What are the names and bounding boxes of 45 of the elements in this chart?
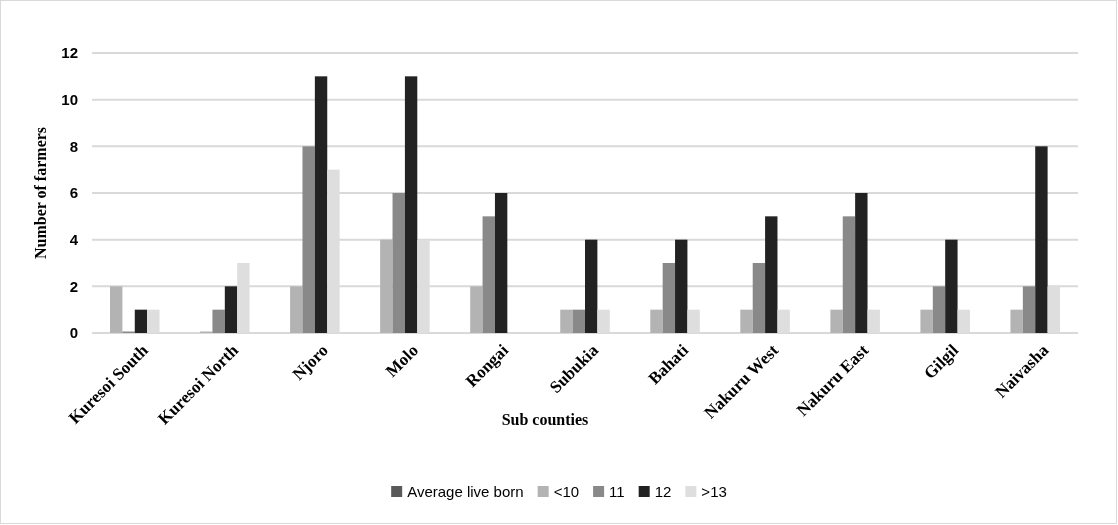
legend-label: <10 — [553, 483, 580, 500]
bar — [765, 216, 778, 333]
bar — [585, 239, 598, 333]
bar — [572, 309, 585, 333]
bar — [650, 309, 663, 333]
x-axis-title: Sub counties — [501, 411, 589, 428]
bar — [920, 309, 933, 333]
bar — [842, 216, 856, 333]
y-tick-label: 10 — [61, 90, 78, 108]
bar — [675, 239, 688, 333]
bar — [932, 286, 946, 333]
bar — [740, 309, 753, 333]
y-tick-label: 8 — [69, 137, 78, 155]
bar — [945, 239, 958, 333]
y-tick-label: 4 — [69, 230, 79, 248]
bar — [855, 193, 868, 333]
y-tick-label: 2 — [69, 277, 78, 295]
y-axis-title: Number of farmers — [32, 126, 49, 260]
bar — [1022, 286, 1036, 333]
bar — [392, 193, 405, 333]
y-tick-label: 6 — [69, 184, 78, 202]
bar — [560, 309, 573, 333]
bar — [110, 286, 123, 333]
bar — [134, 309, 148, 333]
bar — [212, 309, 225, 333]
y-tick-label: 12 — [61, 44, 78, 62]
bar — [1035, 146, 1048, 333]
legend-label: Average live born — [407, 483, 524, 500]
bar — [224, 286, 238, 333]
y-tick-label: 0 — [69, 324, 78, 342]
bar — [830, 309, 843, 333]
bar — [482, 216, 495, 333]
legend-label: 12 — [654, 483, 672, 500]
bar — [1010, 309, 1023, 333]
bar — [494, 193, 508, 333]
legend-label: 11 — [609, 483, 625, 500]
bar — [290, 286, 303, 333]
bar — [662, 263, 676, 333]
bar — [314, 76, 328, 333]
bar — [404, 76, 418, 333]
bar — [302, 146, 315, 333]
bar — [380, 239, 393, 333]
bar — [470, 286, 483, 333]
legend-label: >13 — [701, 483, 727, 500]
bar — [752, 263, 766, 333]
